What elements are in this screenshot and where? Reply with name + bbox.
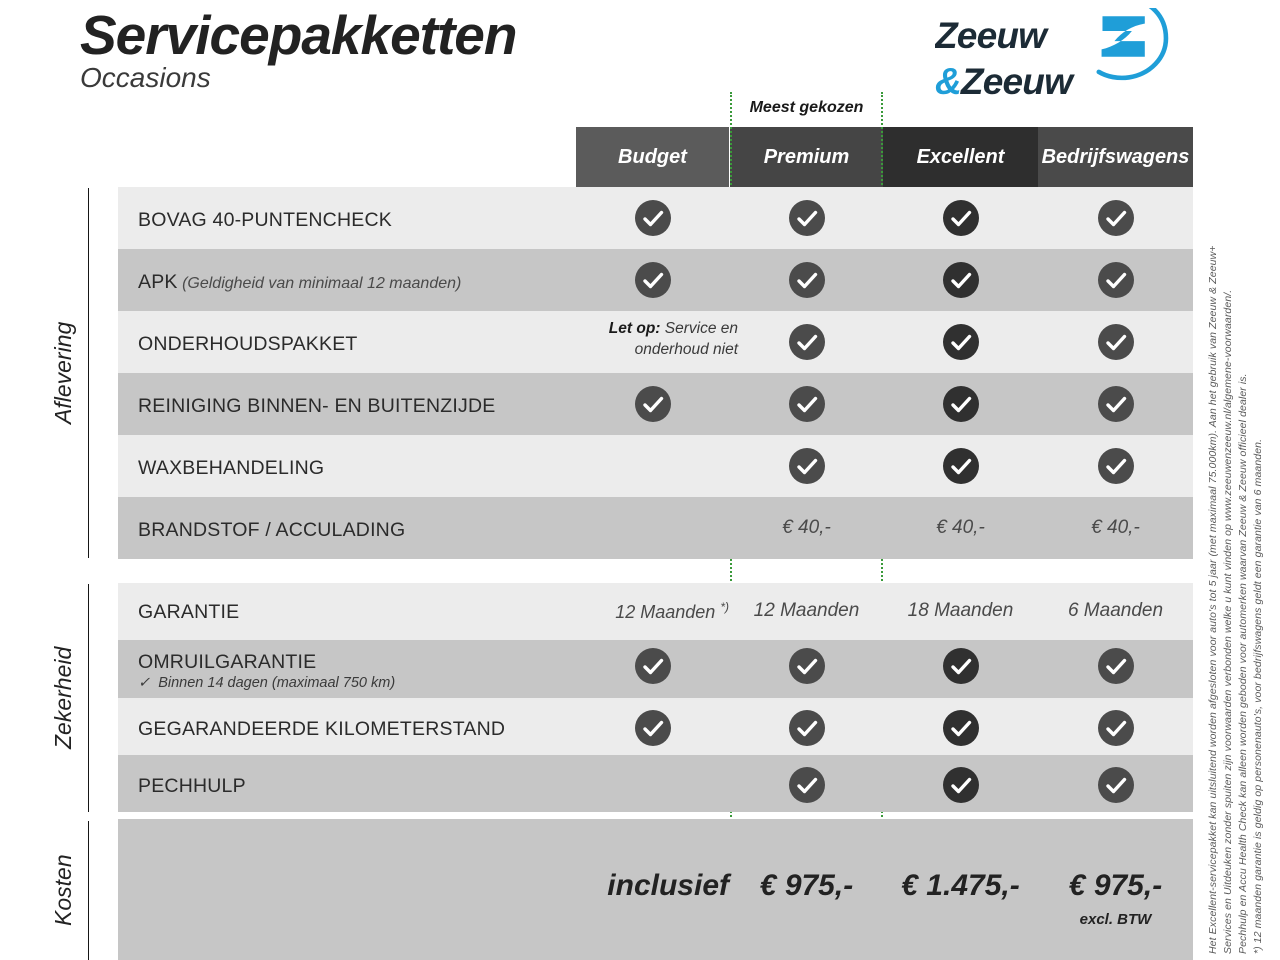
svg-text:Zeeuw: Zeeuw <box>935 15 1049 56</box>
svg-text:&Zeeuw: &Zeeuw <box>935 61 1075 102</box>
